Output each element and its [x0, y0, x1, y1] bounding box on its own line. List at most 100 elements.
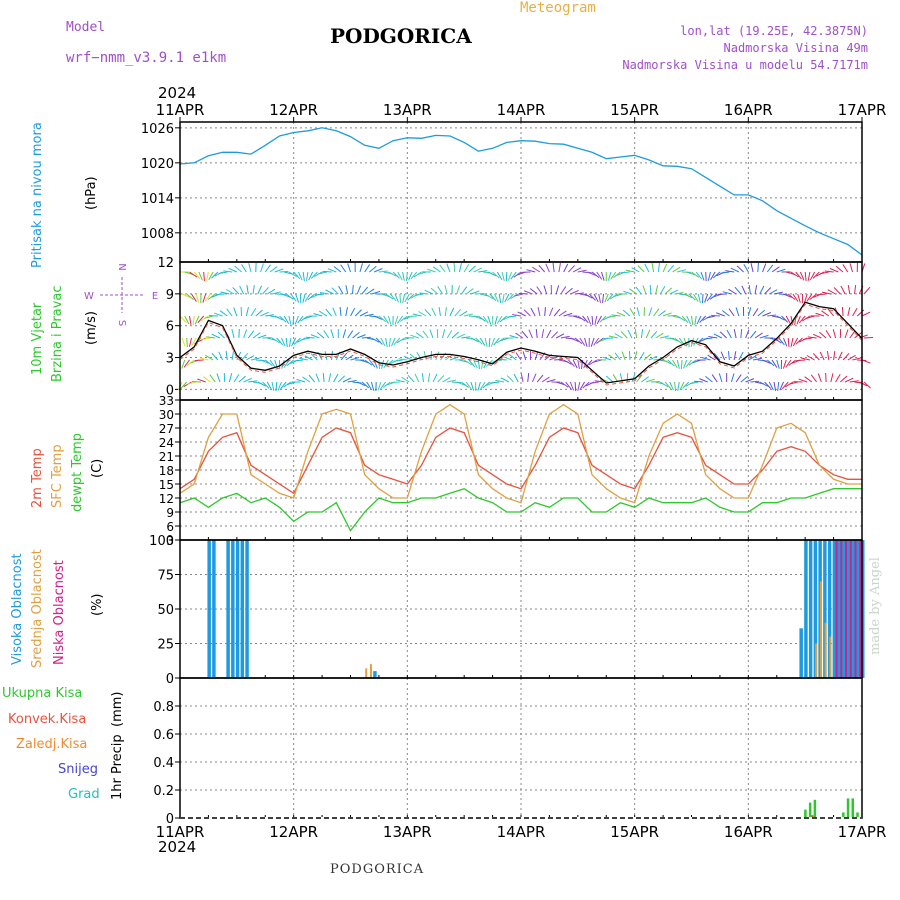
wind-barb	[370, 381, 375, 391]
wind-barb	[859, 381, 868, 387]
wind-barb	[555, 333, 565, 339]
wind-barb	[517, 311, 526, 317]
wind-barb	[653, 308, 660, 317]
wind-barb	[483, 359, 489, 369]
wind-barb	[849, 263, 854, 273]
wind-barb	[201, 337, 211, 340]
wind-barb	[648, 355, 658, 361]
wind-barb	[819, 351, 825, 361]
wind-barb	[473, 315, 483, 320]
wind-barb	[691, 315, 694, 325]
y-tick-label: 0	[166, 812, 174, 827]
cloud-bar	[365, 668, 368, 678]
wind-barb	[741, 285, 747, 295]
wind-barb	[316, 331, 325, 339]
wind-barb	[622, 309, 631, 317]
wind-barb	[181, 293, 191, 298]
wind-barb	[825, 330, 832, 339]
wind-barb	[380, 337, 386, 347]
wind-barb	[238, 375, 246, 383]
wind-barb	[672, 266, 681, 273]
wind-barb	[410, 271, 418, 280]
cloud-bar	[832, 540, 837, 678]
wind-barb	[307, 293, 315, 301]
wind-barb	[699, 378, 708, 383]
cloud-bar	[842, 540, 846, 678]
wind-barb	[598, 293, 601, 303]
wind-barb	[817, 373, 822, 383]
wind-barb	[555, 285, 560, 295]
wind-barb	[529, 288, 538, 295]
wind-barb	[288, 271, 297, 278]
wind-barb	[593, 337, 600, 346]
wind-barb	[184, 315, 190, 325]
wind-barb	[402, 271, 405, 281]
wind-barb	[322, 372, 325, 383]
wind-barb	[757, 309, 766, 317]
wind-barb	[696, 315, 702, 325]
cloud-bar	[235, 540, 240, 678]
wind-barb	[537, 307, 541, 317]
wind-barb	[217, 331, 225, 339]
wind-barb	[271, 291, 281, 295]
wind-barb	[497, 358, 507, 361]
wind-barb	[484, 337, 488, 347]
wind-barb	[596, 315, 602, 325]
wind-barb	[388, 337, 391, 347]
y-tick-label: 3	[166, 534, 174, 548]
wind-barb	[257, 334, 267, 339]
wind-barb	[720, 351, 726, 361]
wind-barb	[807, 336, 817, 339]
wind-barb	[826, 351, 830, 361]
wind-barb	[461, 286, 468, 295]
wind-barb	[239, 285, 245, 295]
cloud-bar	[207, 540, 211, 678]
wind-barb	[842, 352, 850, 361]
wind-barb	[740, 328, 743, 339]
wind-barb	[693, 380, 704, 383]
wind-barb	[660, 335, 670, 339]
wind-barb	[208, 271, 214, 281]
wind-barb	[508, 353, 517, 361]
wind-barb	[407, 374, 415, 383]
wind-barb	[444, 285, 448, 295]
wind-barb	[674, 381, 677, 391]
wind-barb	[496, 271, 503, 280]
wind-barb	[558, 263, 561, 273]
y-tick-label: 9	[166, 506, 174, 520]
wind-barb	[553, 308, 561, 317]
wind-barb	[827, 308, 834, 317]
wind-barb	[762, 359, 772, 364]
wind-barb	[697, 293, 701, 303]
wind-barb	[397, 271, 403, 281]
wind-barb	[456, 285, 461, 295]
wind-barb	[475, 337, 483, 345]
wind-barb	[819, 271, 829, 275]
wind-barb	[400, 337, 410, 341]
wind-barb	[546, 379, 556, 383]
wind-barb	[255, 359, 265, 362]
wind-barb	[574, 381, 577, 392]
series-line-pritisak-na-nivou-mora	[179, 127, 863, 256]
wind-barb	[759, 285, 765, 295]
wind-barb	[415, 332, 424, 339]
wind-barb	[451, 381, 461, 384]
wind-barb	[541, 329, 545, 339]
y-tick-label: 6	[166, 320, 174, 335]
wind-barb	[294, 315, 299, 325]
wind-barb	[189, 271, 198, 278]
y-tick-label: 100	[149, 534, 174, 549]
wind-barb	[657, 263, 660, 273]
wind-barb	[769, 289, 778, 295]
wind-barb	[484, 293, 494, 300]
wind-barb	[379, 381, 387, 390]
wind-barb	[285, 337, 288, 347]
wind-barb	[577, 359, 580, 369]
wind-barb	[683, 293, 693, 299]
wind-barb	[465, 288, 474, 295]
wind-barb	[733, 329, 737, 339]
wind-barb	[345, 354, 354, 361]
wind-barb	[798, 378, 808, 383]
wind-barb	[403, 355, 413, 361]
